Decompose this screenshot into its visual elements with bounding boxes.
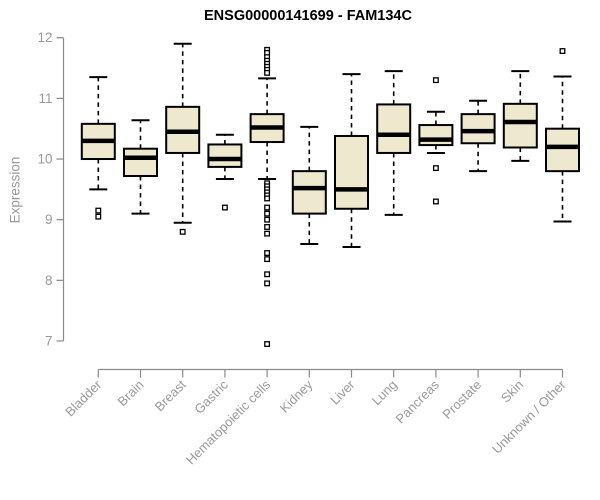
outlier-hematopoietic-cells: [264, 230, 271, 237]
x-tick-label-pancreas: Pancreas: [393, 377, 443, 427]
y-tick-label: 8: [45, 273, 53, 288]
x-tick-label-unknown-other: Unknown / Other: [489, 377, 569, 457]
outlier-hematopoietic-cells: [264, 224, 271, 230]
outlier-hematopoietic-cells: [264, 69, 271, 76]
outlier-breast: [179, 228, 186, 235]
y-tick-label: 11: [38, 91, 52, 106]
box-lung: [376, 103, 412, 154]
outlier-hematopoietic-cells: [264, 204, 271, 211]
y-tick-label: 10: [37, 152, 52, 167]
x-tick-label-prostate: Prostate: [439, 377, 484, 422]
outlier-pancreas: [432, 165, 439, 172]
outlier-hematopoietic-cells: [264, 250, 271, 256]
outlier-hematopoietic-cells: [264, 256, 271, 263]
outlier-hematopoietic-cells: [264, 271, 271, 278]
outlier-bladder: [95, 207, 102, 214]
outlier-pancreas: [432, 77, 439, 84]
outlier-hematopoietic-cells: [264, 195, 271, 202]
x-tick-label-breast: Breast: [152, 377, 189, 414]
y-tick-label: 9: [45, 212, 53, 227]
y-tick-label: 12: [37, 30, 52, 45]
x-tick-label-bladder: Bladder: [62, 377, 105, 420]
x-tick-label-liver: Liver: [327, 377, 358, 408]
outlier-hematopoietic-cells: [264, 280, 271, 287]
outlier-unknown-other: [559, 48, 566, 54]
outlier-hematopoietic-cells: [264, 216, 271, 223]
x-tick-label-lung: Lung: [369, 377, 400, 408]
x-tick-label-skin: Skin: [498, 377, 526, 405]
outlier-hematopoietic-cells: [264, 210, 271, 217]
y-tick-label: 7: [45, 334, 53, 349]
box-skin: [502, 102, 538, 149]
box-unknown-other: [545, 127, 580, 173]
box-pancreas: [418, 124, 454, 147]
outlier-bladder: [95, 213, 102, 220]
x-tick-label-gastric: Gastric: [191, 377, 231, 417]
box-prostate: [460, 113, 496, 145]
x-tick-label-kidney: Kidney: [277, 377, 316, 416]
box-liver: [334, 134, 369, 210]
outlier-hematopoietic-cells: [264, 341, 271, 347]
outlier-gastric: [221, 204, 228, 211]
box-kidney: [291, 170, 327, 215]
outlier-pancreas: [432, 198, 439, 205]
chart-title: ENSG00000141699 - FAM134C: [204, 8, 412, 24]
x-tick-label-brain: Brain: [115, 377, 147, 409]
box-gastric: [207, 143, 243, 168]
box-brain: [123, 147, 158, 178]
